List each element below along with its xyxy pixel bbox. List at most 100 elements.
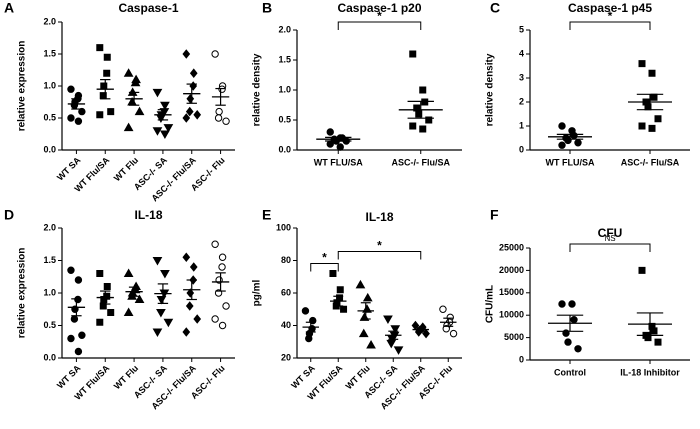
data-point (654, 115, 662, 123)
data-point (336, 143, 344, 151)
panel-letter: A (4, 0, 14, 16)
data-point (409, 50, 417, 58)
y-tick-label: 80 (281, 255, 291, 265)
data-point (74, 295, 82, 304)
data-point (340, 305, 348, 313)
data-point (152, 328, 163, 338)
data-point (123, 68, 134, 77)
sig-label: * (377, 239, 382, 253)
data-point (189, 81, 198, 91)
y-tick-label: 25000 (499, 242, 524, 252)
y-tick-label: 0.5 (43, 112, 56, 122)
data-point (78, 107, 86, 116)
data-point (218, 253, 227, 261)
data-point (103, 69, 111, 77)
data-point (409, 122, 417, 130)
data-point (305, 334, 313, 343)
sig-label: * (608, 9, 613, 23)
data-point (419, 125, 427, 133)
data-point (123, 122, 134, 132)
data-point (67, 85, 75, 93)
data-point (152, 257, 163, 266)
y-tick-label: 20000 (499, 265, 524, 275)
data-point (574, 139, 582, 147)
data-point (152, 127, 163, 136)
data-point (218, 321, 227, 330)
data-point (182, 113, 191, 123)
y-tick-label: 100 (276, 222, 291, 232)
data-point (163, 318, 174, 328)
data-point (218, 85, 226, 93)
x-tick-label: Control (554, 367, 586, 377)
y-tick-label: 1 (519, 120, 524, 130)
data-point (96, 318, 104, 326)
data-point (193, 109, 202, 120)
panel-title: Caspase-1 p45 (568, 1, 652, 15)
x-tick-label: WT Flu (112, 363, 140, 391)
sig-bracket (337, 21, 422, 30)
data-point (107, 108, 115, 116)
y-tick-label: 1.5 (43, 255, 56, 265)
data-point (189, 68, 198, 79)
data-point (160, 270, 170, 279)
data-point (449, 329, 458, 338)
y-axis-label: CFU/mL (485, 285, 496, 323)
x-tick-label: ASC-/- Flu/SA (392, 157, 451, 167)
panel-letter: D (4, 207, 14, 223)
data-point (301, 307, 310, 315)
sig-label: * (377, 9, 382, 23)
y-tick-label: 2.0 (43, 222, 56, 232)
data-point (185, 106, 194, 117)
data-point (96, 44, 104, 52)
y-tick-label: 15000 (499, 287, 524, 297)
data-point (182, 327, 191, 337)
data-point (558, 141, 566, 149)
data-point (103, 53, 111, 61)
data-point (103, 283, 111, 290)
y-tick-label: 2 (519, 96, 524, 106)
data-point (182, 252, 191, 263)
data-point (390, 325, 401, 334)
data-point (67, 334, 75, 343)
data-point (96, 270, 104, 277)
y-tick-label: 2.0 (43, 16, 56, 26)
data-point (123, 307, 134, 316)
y-tick-label: 0.0 (43, 352, 56, 362)
y-tick-label: 5 (519, 24, 524, 34)
data-point (134, 106, 145, 116)
y-axis-label: pg/ml (252, 279, 263, 306)
data-point (355, 279, 366, 289)
data-point (570, 131, 578, 140)
data-point (74, 117, 83, 125)
y-axis-label: relative density (485, 53, 496, 126)
panel-title: Caspase-1 (118, 1, 178, 15)
data-point (70, 315, 79, 323)
x-tick-label: ASC-/- Flu/SA (621, 157, 680, 167)
panel-title: IL-18 (365, 210, 393, 224)
data-point (130, 77, 141, 87)
y-axis-label: relative expression (17, 248, 28, 339)
y-tick-label: 1.0 (43, 287, 56, 297)
data-point (96, 111, 104, 119)
data-point (638, 266, 646, 274)
y-tick-label: 1.0 (278, 84, 291, 94)
sig-bracket (337, 251, 422, 260)
sig-label: NS (604, 234, 615, 243)
data-point (78, 331, 86, 339)
data-point (156, 309, 166, 318)
y-tick-label: 0.0 (43, 144, 56, 154)
data-point (558, 300, 566, 308)
x-tick-label: WT FLU/SA (546, 157, 595, 167)
data-point (74, 276, 83, 284)
panel-title: CFU (598, 226, 623, 240)
data-point (211, 315, 219, 323)
data-point (358, 328, 369, 338)
data-point (211, 240, 219, 248)
data-point (419, 86, 427, 94)
panel-letter: E (262, 207, 271, 223)
panel-letter: C (490, 0, 500, 16)
y-tick-label: 0.5 (43, 320, 56, 330)
y-tick-label: 3 (519, 72, 524, 82)
data-point (186, 93, 195, 104)
